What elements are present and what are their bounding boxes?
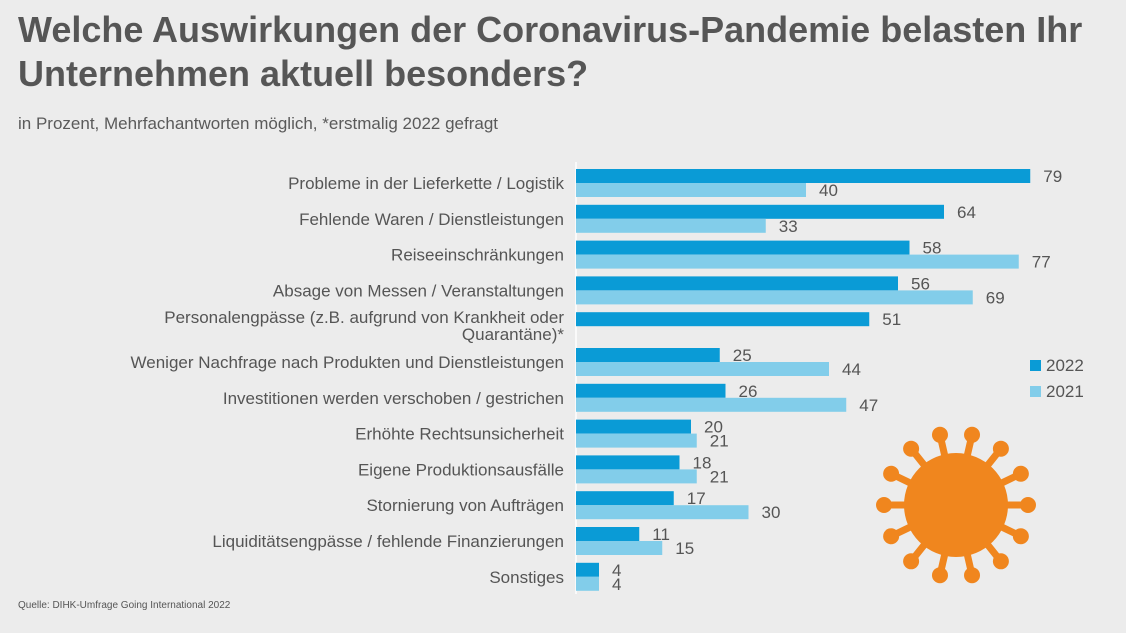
bar-2021 xyxy=(576,397,847,412)
value-label: 40 xyxy=(819,181,838,200)
value-label: 47 xyxy=(859,396,878,415)
chart-title: Welche Auswirkungen der Coronavirus-Pand… xyxy=(18,9,1083,94)
bar-2021 xyxy=(576,183,806,197)
value-label: 17 xyxy=(687,489,706,508)
bar-2022 xyxy=(576,312,870,327)
category-label: Eigene Produktionsausfälle xyxy=(358,460,564,479)
bar-2021 xyxy=(576,576,599,591)
value-label: 21 xyxy=(710,467,729,486)
bar-2022 xyxy=(576,240,910,255)
bar-2021 xyxy=(576,254,1019,269)
category-label: Weniger Nachfrage nach Produkten und Die… xyxy=(131,353,564,372)
bar-2022 xyxy=(576,491,674,506)
value-label: 56 xyxy=(911,274,930,293)
value-label: 58 xyxy=(923,239,942,258)
value-label: 18 xyxy=(693,453,712,472)
bar-2022 xyxy=(576,419,691,434)
category-label: Sonstiges xyxy=(489,568,564,587)
bar-2021 xyxy=(576,218,766,233)
legend-label: 2022 xyxy=(1046,356,1084,375)
legend-label: 2021 xyxy=(1046,382,1084,401)
value-label: 11 xyxy=(652,525,670,544)
bar-2022 xyxy=(576,276,898,291)
category-label: Stornierung von Aufträgen xyxy=(366,496,564,515)
bar-2021 xyxy=(576,290,973,305)
bar-2021 xyxy=(576,541,663,555)
value-label: 44 xyxy=(842,360,861,379)
value-label: 69 xyxy=(986,288,1005,307)
category-label: Personalengpässe (z.B. aufgrund von Kran… xyxy=(164,308,564,344)
value-label: 4 xyxy=(612,575,621,594)
value-label: 25 xyxy=(733,346,752,365)
bar-2022 xyxy=(576,455,680,470)
chart-subtitle: in Prozent, Mehrfachantworten möglich, *… xyxy=(18,114,499,133)
bar-2022 xyxy=(576,383,726,398)
bar-2021 xyxy=(576,362,829,376)
bar-2021 xyxy=(576,469,697,484)
legend-swatch-2021 xyxy=(1030,386,1041,397)
bar-2021 xyxy=(576,505,749,520)
value-label: 51 xyxy=(882,310,901,329)
bar-2022 xyxy=(576,204,944,219)
value-label: 15 xyxy=(675,539,694,558)
category-label: Erhöhte Rechtsunsicherheit xyxy=(355,425,564,444)
category-label: Investitionen werden verschoben / gestri… xyxy=(223,389,564,408)
bar-2022 xyxy=(576,348,720,362)
source-note: Quelle: DIHK-Umfrage Going International… xyxy=(18,600,231,611)
bar-2021 xyxy=(576,433,697,448)
bar-2022 xyxy=(576,562,599,577)
value-label: 33 xyxy=(779,217,798,236)
value-label: 21 xyxy=(710,432,729,451)
category-label: Probleme in der Lieferkette / Logistik xyxy=(288,174,564,193)
value-label: 77 xyxy=(1032,253,1051,272)
category-label: Absage von Messen / Veranstaltungen xyxy=(273,281,564,300)
value-label: 64 xyxy=(957,203,976,222)
bar-2022 xyxy=(576,527,640,541)
value-label: 4 xyxy=(612,561,621,580)
category-label: Fehlende Waren / Dienstleistungen xyxy=(299,210,564,229)
value-label: 30 xyxy=(762,503,781,522)
value-label: 79 xyxy=(1043,167,1062,186)
category-label: Reiseeinschränkungen xyxy=(391,246,564,265)
coronavirus-icon xyxy=(876,426,1036,584)
value-label: 20 xyxy=(704,418,723,437)
value-label: 26 xyxy=(739,382,758,401)
bar-2022 xyxy=(576,169,1031,183)
category-label: Liquiditätsengpässe / fehlende Finanzier… xyxy=(212,532,564,551)
legend-swatch-2022 xyxy=(1030,360,1041,371)
